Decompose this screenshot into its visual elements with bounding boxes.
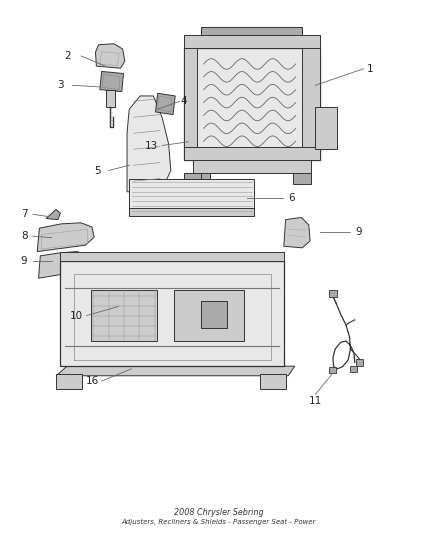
Text: Adjusters, Recliners & Shields - Passenger Seat - Power: Adjusters, Recliners & Shields - Passeng… xyxy=(122,519,316,526)
Polygon shape xyxy=(260,374,286,389)
Polygon shape xyxy=(201,27,302,35)
Polygon shape xyxy=(155,93,175,115)
Text: 9: 9 xyxy=(21,256,28,266)
Polygon shape xyxy=(129,208,254,216)
Text: 7: 7 xyxy=(21,209,28,219)
Text: 8: 8 xyxy=(21,231,28,241)
Polygon shape xyxy=(184,48,197,160)
Polygon shape xyxy=(184,147,320,160)
Polygon shape xyxy=(129,179,254,216)
Polygon shape xyxy=(127,96,171,192)
Polygon shape xyxy=(315,107,337,149)
Polygon shape xyxy=(184,35,320,48)
Polygon shape xyxy=(91,290,157,341)
Polygon shape xyxy=(302,48,320,160)
Polygon shape xyxy=(39,252,83,278)
Polygon shape xyxy=(193,173,210,184)
Polygon shape xyxy=(106,90,115,107)
Text: 16: 16 xyxy=(85,376,99,386)
Polygon shape xyxy=(184,48,320,160)
Text: 5: 5 xyxy=(94,166,101,175)
Text: 10: 10 xyxy=(70,311,83,320)
Polygon shape xyxy=(293,173,311,184)
Polygon shape xyxy=(174,290,244,341)
Polygon shape xyxy=(193,160,311,173)
Text: 1: 1 xyxy=(367,64,374,74)
Text: 13: 13 xyxy=(145,141,158,150)
FancyBboxPatch shape xyxy=(350,366,357,372)
Text: 2: 2 xyxy=(64,51,71,61)
Polygon shape xyxy=(100,71,124,92)
Text: 9: 9 xyxy=(356,227,363,237)
Polygon shape xyxy=(95,44,125,68)
Polygon shape xyxy=(60,261,284,366)
Polygon shape xyxy=(56,374,82,389)
Polygon shape xyxy=(46,209,60,220)
Text: 3: 3 xyxy=(57,80,64,90)
Polygon shape xyxy=(284,217,310,248)
Text: 6: 6 xyxy=(288,193,295,203)
Polygon shape xyxy=(37,223,94,252)
FancyBboxPatch shape xyxy=(329,367,336,373)
Polygon shape xyxy=(201,301,227,328)
Polygon shape xyxy=(60,252,284,261)
Text: 4: 4 xyxy=(180,96,187,106)
Polygon shape xyxy=(56,366,295,376)
FancyBboxPatch shape xyxy=(329,290,337,297)
FancyBboxPatch shape xyxy=(356,359,363,366)
Text: 2008 Chrysler Sebring: 2008 Chrysler Sebring xyxy=(174,508,264,517)
Polygon shape xyxy=(184,173,201,184)
Text: 11: 11 xyxy=(309,396,322,406)
